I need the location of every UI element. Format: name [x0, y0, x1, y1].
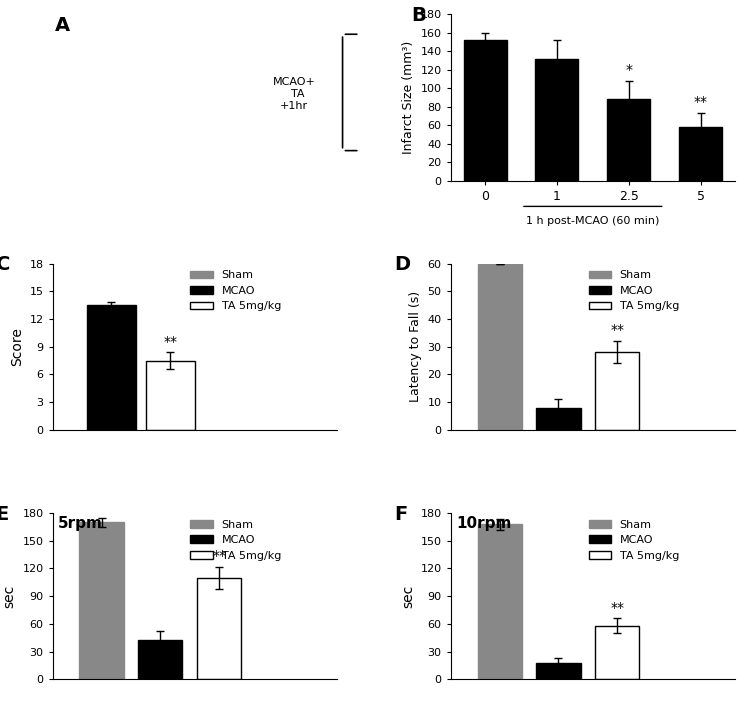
Bar — [478, 264, 522, 430]
Bar — [80, 522, 124, 679]
Text: **: ** — [610, 323, 624, 337]
Bar — [146, 360, 195, 430]
Legend: Sham, MCAO, TA 5mg/kg: Sham, MCAO, TA 5mg/kg — [186, 266, 286, 316]
Bar — [197, 578, 242, 679]
Legend: Sham, MCAO, TA 5mg/kg: Sham, MCAO, TA 5mg/kg — [186, 516, 286, 566]
Bar — [138, 641, 182, 679]
Bar — [596, 352, 640, 430]
Text: **: ** — [164, 335, 177, 349]
Bar — [536, 408, 580, 430]
Bar — [679, 127, 722, 181]
Legend: Sham, MCAO, TA 5mg/kg: Sham, MCAO, TA 5mg/kg — [584, 516, 683, 566]
Bar — [536, 59, 578, 181]
Bar — [464, 40, 507, 181]
Text: **: ** — [212, 549, 226, 563]
Text: B: B — [411, 6, 425, 25]
Text: 1 h post-MCAO (60 min): 1 h post-MCAO (60 min) — [526, 216, 659, 226]
Bar — [596, 626, 640, 679]
Y-axis label: sec: sec — [401, 584, 415, 608]
Y-axis label: Score: Score — [10, 327, 24, 366]
Text: **: ** — [610, 601, 624, 615]
Text: *: * — [626, 63, 632, 77]
Text: D: D — [394, 255, 410, 275]
Text: E: E — [0, 505, 9, 523]
Text: C: C — [0, 255, 10, 275]
Y-axis label: Latency to Fall (s): Latency to Fall (s) — [409, 291, 422, 403]
Y-axis label: Infarct Size (mm³): Infarct Size (mm³) — [402, 41, 415, 154]
Text: 10rpm: 10rpm — [456, 516, 512, 531]
Text: **: ** — [694, 95, 707, 109]
Bar — [536, 663, 580, 679]
Bar — [87, 305, 136, 430]
Legend: Sham, MCAO, TA 5mg/kg: Sham, MCAO, TA 5mg/kg — [584, 266, 683, 316]
FancyBboxPatch shape — [56, 16, 334, 179]
Y-axis label: sec: sec — [3, 584, 16, 608]
Text: F: F — [394, 505, 407, 523]
Bar — [478, 524, 522, 679]
Text: A: A — [56, 16, 70, 35]
Text: 5rpm: 5rpm — [58, 516, 103, 531]
Bar — [608, 99, 650, 181]
Text: MCAO+
  TA
+1hr: MCAO+ TA +1hr — [273, 77, 316, 111]
